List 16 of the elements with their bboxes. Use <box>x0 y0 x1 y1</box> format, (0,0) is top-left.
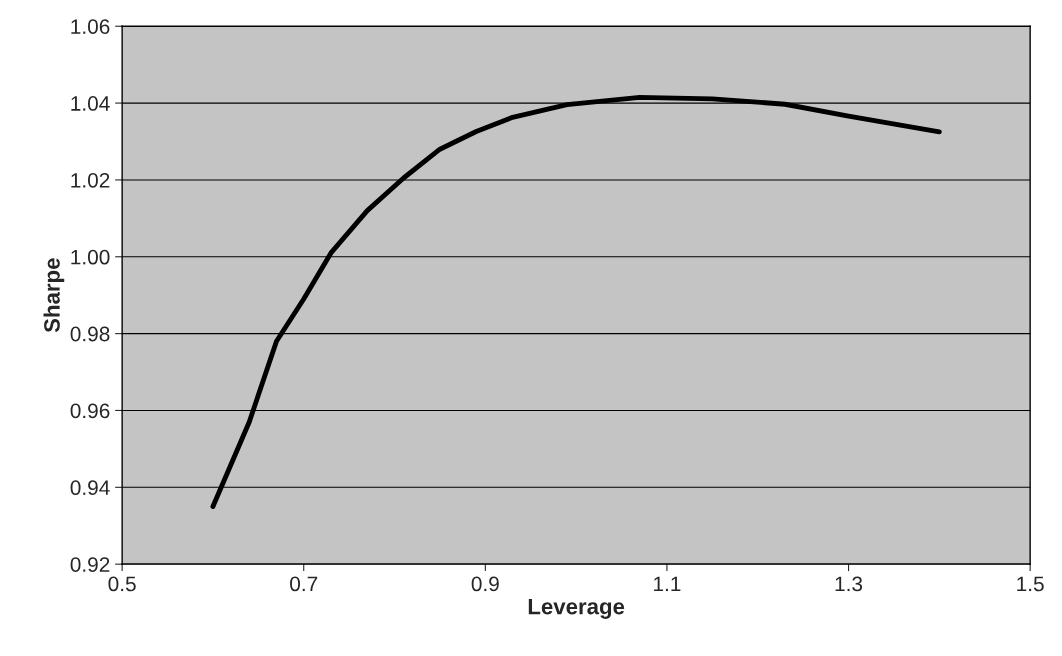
y-tick-label: 0.92 <box>70 557 110 572</box>
y-tick-label: 0.98 <box>70 326 110 342</box>
y-tick-label: 1.02 <box>71 172 110 188</box>
x-tick-label: 1.5 <box>1017 576 1044 592</box>
x-tick-label: 0.9 <box>471 576 499 592</box>
x-axis-title: Leverage <box>528 598 625 619</box>
y-tick-label: 0.96 <box>70 403 110 419</box>
y-tick-label: 1.00 <box>71 249 110 265</box>
y-axis-title: Sharpe <box>43 258 65 333</box>
y-tick-label: 1.06 <box>71 19 110 34</box>
x-tick-label: 0.5 <box>108 576 136 592</box>
y-tick-label: 1.04 <box>71 96 110 111</box>
x-tick-label: 1.1 <box>654 576 681 592</box>
x-tick-label: 0.7 <box>290 576 318 592</box>
x-tick-label: 1.3 <box>835 576 863 592</box>
y-tick-label: 0.94 <box>70 480 110 496</box>
